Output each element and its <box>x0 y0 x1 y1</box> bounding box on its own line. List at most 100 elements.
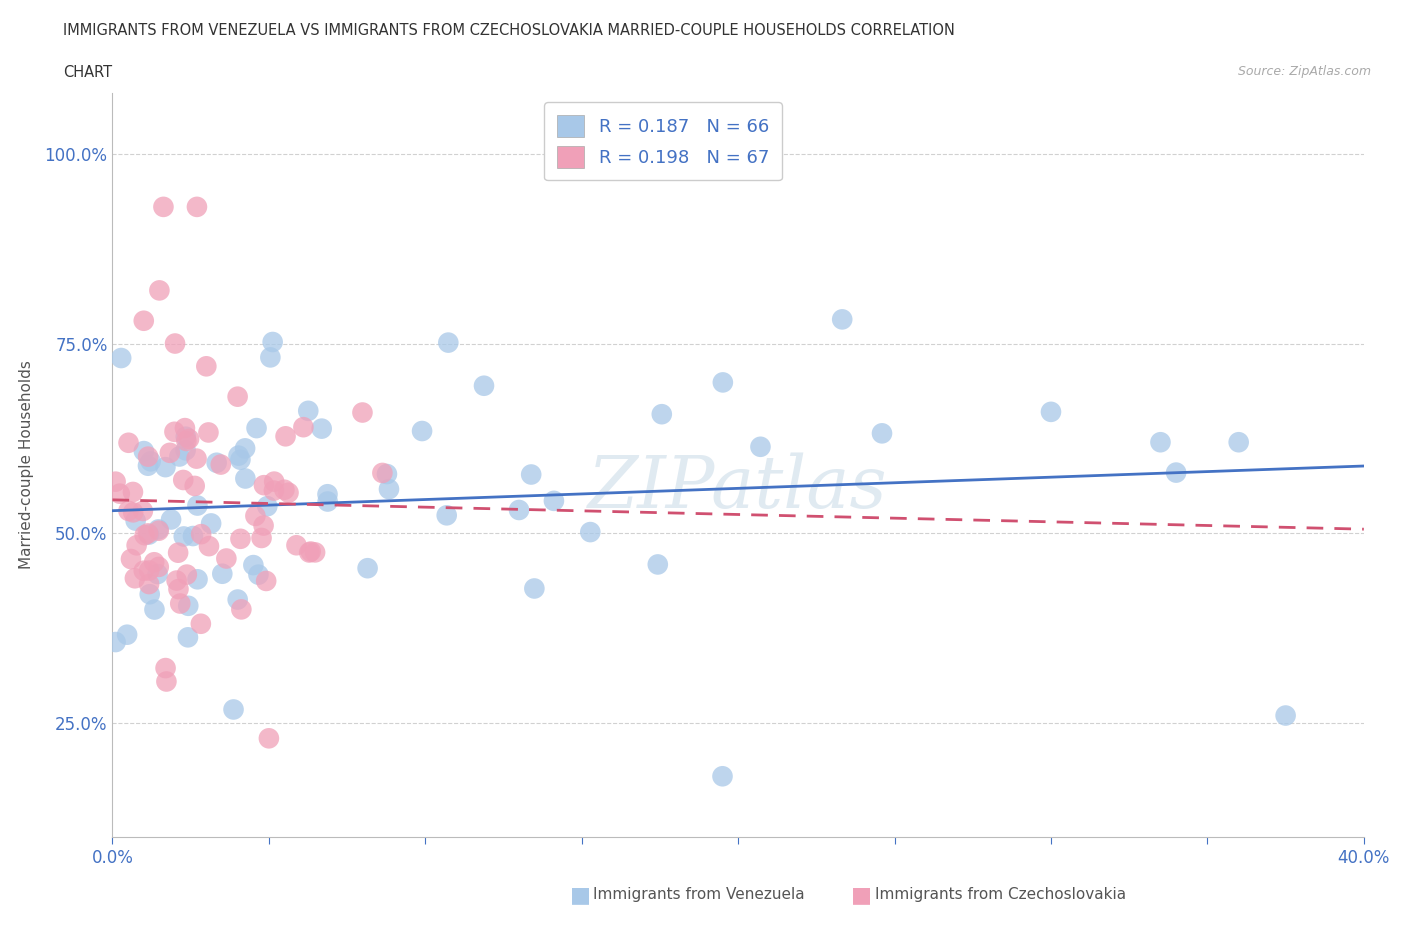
Point <box>167 581 190 596</box>
Point <box>711 769 734 784</box>
Point <box>228 448 250 463</box>
Point <box>274 429 297 444</box>
Point <box>148 283 170 298</box>
Point <box>231 602 253 617</box>
Point <box>186 451 208 466</box>
Point <box>104 634 127 649</box>
Point <box>120 551 142 566</box>
Point <box>110 351 132 365</box>
Point <box>152 199 174 214</box>
Point <box>285 538 308 552</box>
Point <box>245 420 267 435</box>
Point <box>122 505 145 520</box>
Point <box>257 731 280 746</box>
Point <box>163 336 186 351</box>
Point <box>143 602 166 617</box>
Point <box>160 512 183 527</box>
Point <box>166 573 188 588</box>
Point <box>233 441 256 456</box>
Point <box>167 545 190 560</box>
Point <box>174 430 197 445</box>
Point <box>186 199 208 214</box>
Point <box>1166 465 1188 480</box>
Point <box>1039 405 1063 419</box>
Point <box>523 581 546 596</box>
Point <box>169 449 191 464</box>
Point <box>242 558 264 573</box>
Point <box>143 555 166 570</box>
Point <box>262 335 284 350</box>
Point <box>371 466 394 481</box>
Point <box>245 509 267 524</box>
Legend: R = 0.187   N = 66, R = 0.198   N = 67: R = 0.187 N = 66, R = 0.198 N = 67 <box>544 102 782 180</box>
Point <box>711 375 734 390</box>
Point <box>148 560 170 575</box>
Point <box>132 564 155 578</box>
Point <box>205 456 228 471</box>
Point <box>256 498 278 513</box>
Point <box>277 485 299 500</box>
Point <box>263 474 285 489</box>
Point <box>177 432 200 446</box>
Point <box>472 379 495 393</box>
Point <box>117 435 139 450</box>
Point <box>543 494 565 509</box>
Point <box>176 433 198 448</box>
Point <box>174 420 197 435</box>
Point <box>352 405 374 420</box>
Point <box>176 567 198 582</box>
Point <box>148 522 170 537</box>
Point <box>125 538 148 552</box>
Point <box>247 567 270 582</box>
Point <box>148 524 170 538</box>
Point <box>186 572 208 587</box>
Point <box>411 423 433 438</box>
Y-axis label: Married-couple Households: Married-couple Households <box>18 361 34 569</box>
Point <box>104 474 127 489</box>
Text: CHART: CHART <box>63 65 112 80</box>
Point <box>132 503 155 518</box>
Point <box>159 445 181 460</box>
Point <box>263 484 285 498</box>
Point <box>183 478 205 493</box>
Point <box>136 458 159 473</box>
Point <box>177 598 200 613</box>
Point <box>651 406 673 421</box>
Point <box>139 454 162 469</box>
Point <box>222 702 245 717</box>
Point <box>209 458 232 472</box>
Point <box>273 483 295 498</box>
Point <box>134 527 156 542</box>
Point <box>647 557 669 572</box>
Point <box>155 674 177 689</box>
Text: Immigrants from Venezuela: Immigrants from Venezuela <box>593 887 806 902</box>
Point <box>138 527 160 542</box>
Point <box>226 390 249 405</box>
Point <box>311 421 333 436</box>
Point <box>304 545 326 560</box>
Point <box>356 561 378 576</box>
Point <box>316 494 339 509</box>
Point <box>378 482 401 497</box>
Point <box>198 538 221 553</box>
Point <box>215 551 238 566</box>
Point <box>169 596 191 611</box>
Point <box>870 426 893 441</box>
Point <box>163 424 186 439</box>
Text: ■: ■ <box>851 884 872 905</box>
Point <box>436 508 458 523</box>
Point <box>229 531 252 546</box>
Point <box>122 485 145 499</box>
Point <box>174 443 197 458</box>
Point <box>132 444 155 458</box>
Point <box>520 467 543 482</box>
Point <box>316 486 339 501</box>
Text: ■: ■ <box>569 884 591 905</box>
Point <box>132 313 155 328</box>
Point <box>1274 708 1296 723</box>
Point <box>124 571 146 586</box>
Point <box>1227 435 1250 450</box>
Point <box>172 472 194 487</box>
Point <box>108 486 131 501</box>
Point <box>197 425 219 440</box>
